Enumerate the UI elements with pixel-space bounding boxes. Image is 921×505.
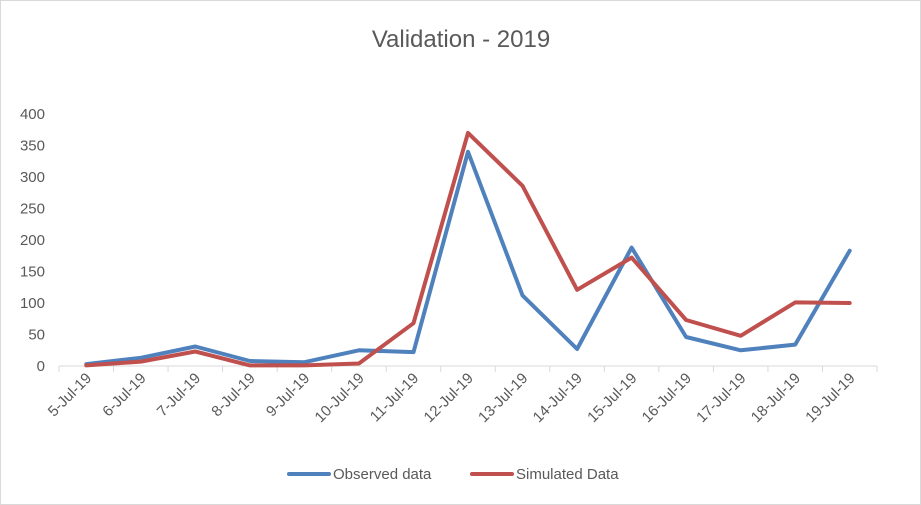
x-tick-label: 14-Jul-19 bbox=[530, 370, 586, 426]
y-tick-label: 100 bbox=[20, 295, 45, 312]
legend-label: Simulated Data bbox=[516, 466, 619, 483]
y-tick-label: 300 bbox=[20, 169, 45, 186]
x-tick-label: 13-Jul-19 bbox=[475, 370, 531, 426]
x-tick-label: 16-Jul-19 bbox=[639, 370, 695, 426]
series-lines bbox=[84, 130, 852, 368]
series-line-simulated-data bbox=[84, 130, 852, 368]
legend-label: Observed data bbox=[333, 466, 432, 483]
x-tick-label: 17-Jul-19 bbox=[693, 370, 749, 426]
x-tick-label: 19-Jul-19 bbox=[802, 370, 858, 426]
x-tick-label: 9-Jul-19 bbox=[263, 370, 313, 420]
x-tick-label: 12-Jul-19 bbox=[421, 370, 477, 426]
y-axis: 0 50 100 150 200 250 300 350 400 bbox=[20, 106, 45, 375]
x-tick-label: 6-Jul-19 bbox=[99, 370, 149, 420]
x-tick-label: 15-Jul-19 bbox=[584, 370, 640, 426]
x-tick-label: 8-Jul-19 bbox=[208, 370, 258, 420]
y-tick-label: 0 bbox=[37, 358, 45, 375]
y-tick-label: 350 bbox=[20, 138, 45, 155]
y-tick-label: 400 bbox=[20, 106, 45, 123]
series-line-observed-data bbox=[84, 149, 852, 367]
x-tick-label: 7-Jul-19 bbox=[154, 370, 204, 420]
y-tick-label: 50 bbox=[28, 327, 45, 344]
y-tick-label: 150 bbox=[20, 264, 45, 281]
x-tick-label: 5-Jul-19 bbox=[45, 370, 95, 420]
y-tick-label: 200 bbox=[20, 232, 45, 249]
y-tick-label: 250 bbox=[20, 201, 45, 218]
legend: Observed data Simulated Data bbox=[287, 466, 619, 483]
x-tick-label: 18-Jul-19 bbox=[748, 370, 804, 426]
x-tick-label: 10-Jul-19 bbox=[312, 370, 368, 426]
x-axis: 5-Jul-19 6-Jul-19 7-Jul-19 8-Jul-19 9-Jul-19… bbox=[45, 365, 878, 426]
chart-title: Validation - 2019 bbox=[372, 26, 550, 53]
x-tick-label: 11-Jul-19 bbox=[367, 370, 422, 425]
